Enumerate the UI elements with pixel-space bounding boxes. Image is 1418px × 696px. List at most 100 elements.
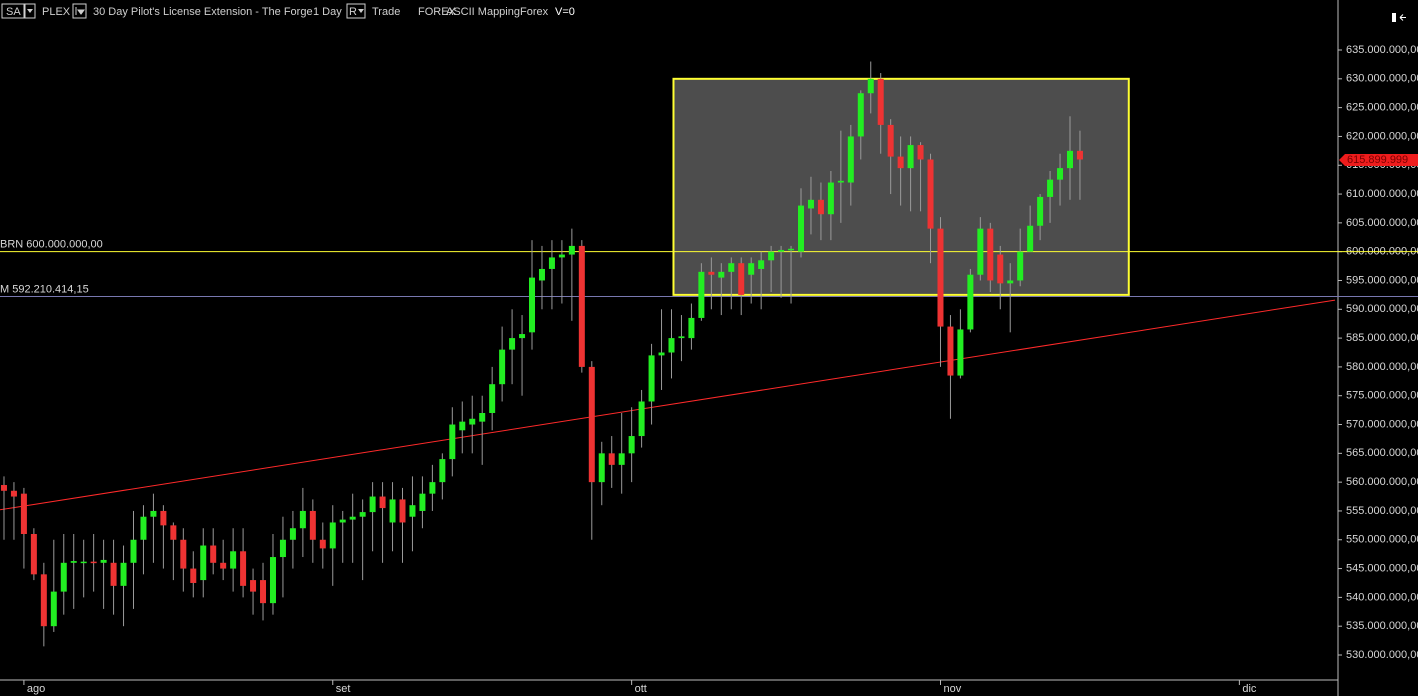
candle-body: [349, 516, 356, 520]
candle-body: [160, 510, 167, 526]
candle-body: [319, 539, 326, 549]
candle-body: [299, 510, 306, 529]
panel-arrow[interactable]: [1399, 14, 1406, 21]
y-tick-label: 625.000.000,00: [1346, 102, 1418, 114]
candle-body: [220, 562, 227, 569]
candle-body: [578, 245, 585, 367]
candle-body: [897, 156, 904, 169]
x-tick-label: ott: [635, 683, 647, 695]
y-tick-label: 595.000.000,00: [1346, 274, 1418, 286]
mode-box[interactable]: [346, 3, 366, 19]
candle-body: [1007, 280, 1014, 284]
y-tick-label: 605.000.000,00: [1346, 217, 1418, 229]
candle-body: [857, 93, 864, 137]
candle-body: [837, 180, 844, 183]
candle-body: [668, 338, 675, 353]
candle-body: [200, 545, 207, 581]
candle-body: [738, 263, 745, 295]
candle-body: [748, 263, 755, 275]
candle-body: [907, 145, 914, 169]
candle-body: [250, 580, 257, 592]
info-icon: [75, 7, 85, 15]
y-tick-label: 535.000.000,00: [1346, 620, 1418, 632]
y-tick-label: 565.000.000,00: [1346, 447, 1418, 459]
candle-body: [449, 424, 456, 460]
y-tick-label: 620.000.000,00: [1346, 130, 1418, 142]
candle-body: [1047, 179, 1054, 197]
candle-body: [190, 568, 197, 583]
candle-body: [548, 257, 555, 269]
candle-body: [499, 349, 506, 385]
mode[interactable]: R: [349, 6, 357, 18]
candle-body: [90, 561, 97, 564]
candle-body: [230, 551, 237, 569]
candle-body: [927, 159, 934, 229]
candle-body: [419, 493, 426, 511]
toolbar: SA PLEX 30 Day Pilot's License Extension…: [1, 3, 1406, 22]
y-tick-label: 630.000.000,00: [1346, 73, 1418, 85]
candle-body: [529, 277, 536, 333]
candle-body: [170, 525, 177, 540]
y-tick-label: 580.000.000,00: [1346, 361, 1418, 373]
y-tick-label: 585.000.000,00: [1346, 332, 1418, 344]
y-tick-label: 590.000.000,00: [1346, 303, 1418, 315]
candle-body: [100, 559, 107, 563]
candle-body: [708, 271, 715, 275]
symbol-dropdown[interactable]: [24, 3, 36, 19]
candle-body: [758, 260, 765, 269]
candle-body: [429, 482, 436, 494]
panel-icon[interactable]: [1392, 13, 1396, 22]
candle-body: [269, 557, 276, 604]
candle-body: [60, 562, 67, 592]
price-line-label: M 592.210.414,15: [0, 283, 89, 295]
symbol-box[interactable]: [1, 3, 25, 19]
candle-body: [817, 199, 824, 215]
candle-body: [887, 124, 894, 157]
candle-body: [279, 539, 286, 558]
candle-body: [1017, 251, 1024, 281]
y-tick-label: 570.000.000,00: [1346, 418, 1418, 430]
candle-body: [538, 268, 545, 281]
y-tick-label: 545.000.000,00: [1346, 562, 1418, 574]
dropdown-arrow: [27, 9, 33, 13]
candle-body: [339, 519, 346, 523]
candle-body: [648, 355, 655, 402]
candle-body: [150, 510, 157, 517]
candle-body: [399, 499, 406, 523]
candle-body: [479, 413, 486, 422]
toolbar-label: ASCII Mapping: [446, 6, 520, 18]
candle-body: [937, 228, 944, 327]
candle-body: [519, 334, 526, 339]
toolbar-label: Forex: [520, 6, 549, 18]
symbol[interactable]: SA: [6, 6, 21, 18]
price-line-label: BRN 600.000.000,00: [0, 239, 103, 251]
candle-body: [329, 522, 336, 549]
x-tick-label: ago: [27, 683, 45, 695]
info-button[interactable]: [72, 3, 87, 19]
candle-body: [309, 510, 316, 540]
candle-body: [977, 228, 984, 275]
y-tick-label: 555.000.000,00: [1346, 505, 1418, 517]
y-tick-label: 610.000.000,00: [1346, 188, 1418, 200]
candle-body: [638, 401, 645, 437]
y-tick-label: 560.000.000,00: [1346, 476, 1418, 488]
candle-body: [359, 512, 366, 517]
candle-body: [260, 580, 267, 604]
candle-body: [110, 562, 117, 586]
candle-body: [439, 459, 446, 483]
candle-body: [967, 274, 974, 330]
candle-body: [678, 336, 685, 339]
candle-body: [1057, 168, 1064, 180]
candle-body: [688, 317, 695, 339]
candle-body: [1076, 150, 1083, 160]
candle-body: [489, 384, 496, 414]
toolbar-label: Trade: [372, 6, 400, 18]
candle-body: [987, 228, 994, 281]
candle-body: [120, 562, 127, 586]
x-tick-label: nov: [943, 683, 961, 695]
candle-body: [379, 496, 386, 509]
candle-body: [827, 182, 834, 215]
toolbar-label: V=0: [555, 6, 575, 18]
